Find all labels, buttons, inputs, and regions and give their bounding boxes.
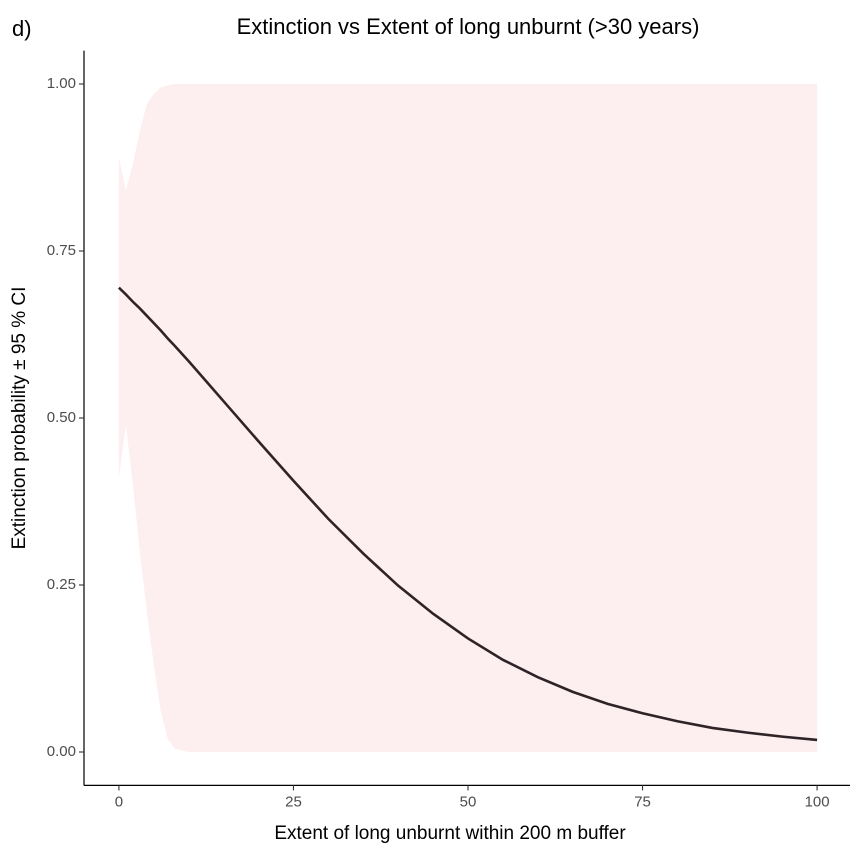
x-tick-label: 50 <box>460 793 477 810</box>
panel-tag: d) <box>12 16 32 41</box>
x-tick-label: 75 <box>634 793 651 810</box>
confidence-band <box>118 84 818 752</box>
y-tick-label: 0.00 <box>47 743 76 760</box>
y-tick-label: 0.25 <box>47 576 76 593</box>
y-tick-label: 1.00 <box>47 75 76 92</box>
chart-title: Extinction vs Extent of long unburnt (>3… <box>237 14 700 39</box>
y-tick-label: 0.75 <box>47 242 76 259</box>
x-tick-label: 25 <box>285 793 302 810</box>
line <box>118 286 818 742</box>
y-tick-label: 0.50 <box>47 409 76 426</box>
x-tick-label: 100 <box>805 793 830 810</box>
y-axis-title: Extinction probability ± 95 % CI <box>9 287 30 550</box>
x-tick-label: 0 <box>115 793 123 810</box>
x-axis-title: Extent of long unburnt within 200 m buff… <box>274 823 626 844</box>
